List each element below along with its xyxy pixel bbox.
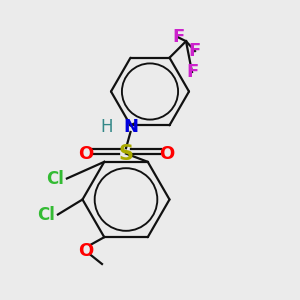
Text: O: O: [78, 242, 93, 260]
Text: F: F: [172, 28, 184, 46]
Text: F: F: [186, 63, 198, 81]
Text: O: O: [78, 145, 93, 163]
Text: S: S: [118, 144, 134, 164]
Text: H: H: [100, 118, 113, 136]
Text: N: N: [123, 118, 138, 136]
Text: F: F: [189, 42, 201, 60]
Text: O: O: [159, 145, 174, 163]
Text: Cl: Cl: [38, 206, 56, 224]
Text: Cl: Cl: [46, 169, 64, 188]
